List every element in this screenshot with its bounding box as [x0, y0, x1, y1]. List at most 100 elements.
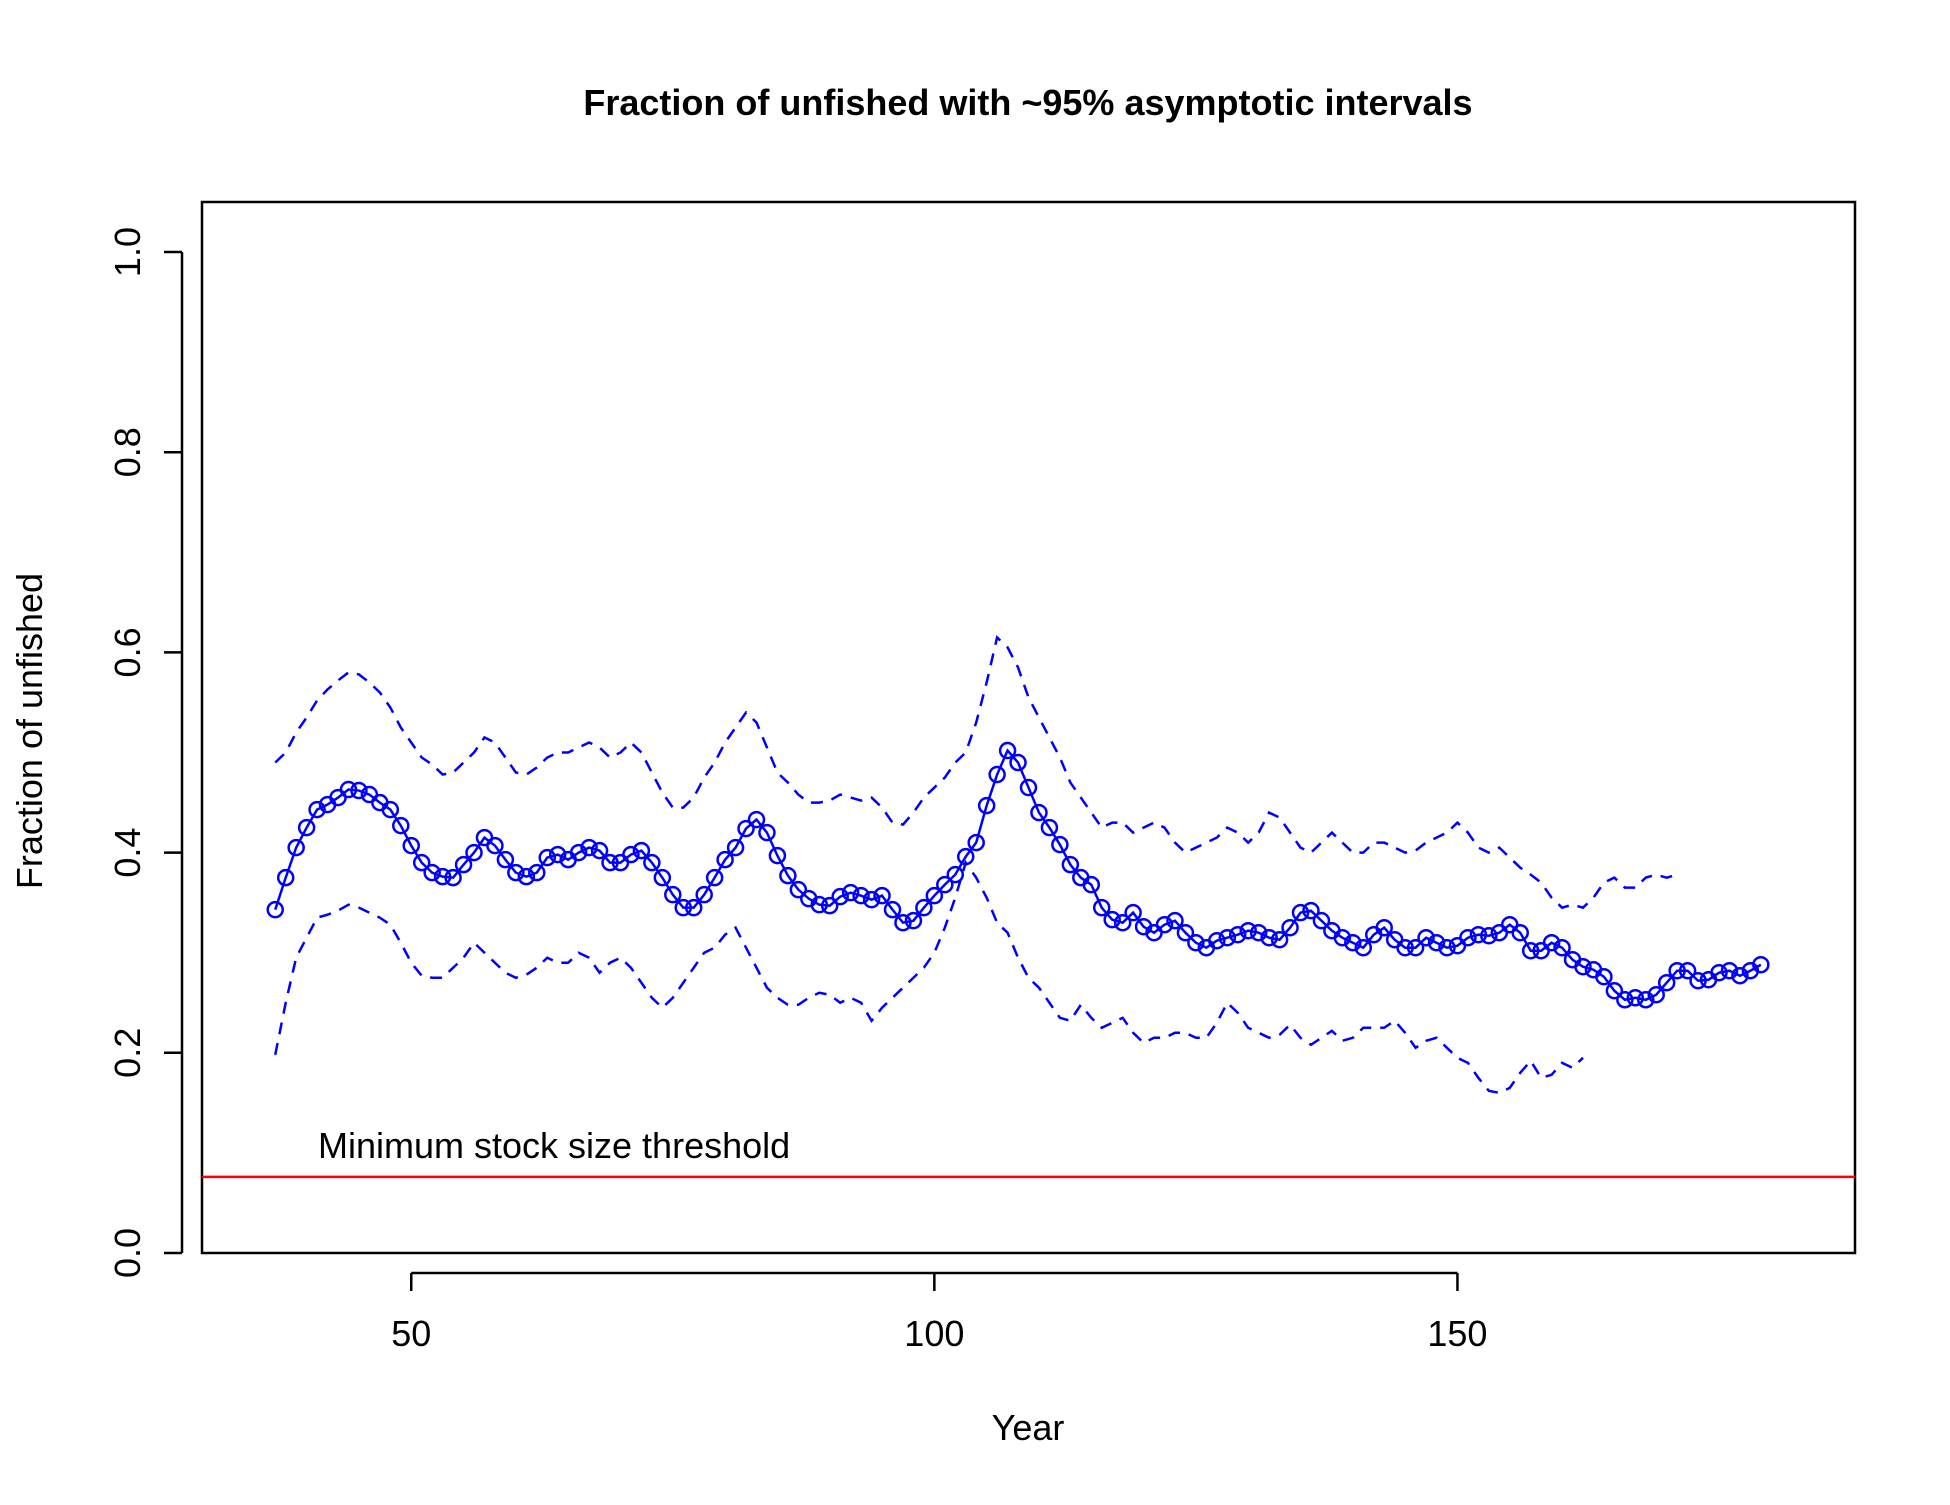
y-axis-label: Fraction of unfished: [9, 573, 50, 889]
data-point: [1731, 966, 1749, 985]
data-point: [1051, 835, 1069, 854]
data-point: [1260, 928, 1278, 947]
data-point: [977, 796, 996, 815]
data-point: [925, 886, 944, 905]
data-point: [569, 843, 588, 862]
y-tick-label: 0.6: [107, 627, 148, 677]
data-point: [1291, 903, 1310, 922]
data-point: [1647, 986, 1665, 1004]
data-point: [433, 867, 452, 886]
x-tick-label: 100: [904, 1313, 964, 1354]
data-point: [789, 880, 808, 899]
data-point: [758, 823, 776, 842]
y-tick-label: 0.2: [107, 1028, 148, 1078]
series-line-estimate: [274, 748, 1762, 1002]
data-point: [1176, 923, 1195, 942]
data-point: [988, 765, 1006, 784]
data-point: [1333, 928, 1352, 947]
data-point: [412, 853, 431, 872]
data-point: [946, 865, 965, 884]
data-point: [1187, 933, 1205, 952]
axes-layer: 50 100 150 0.0 0.2 0.4 0.6 0.8 1.0: [107, 227, 1487, 1354]
data-point: [590, 841, 609, 860]
data-point: [1249, 923, 1268, 942]
data-point: [580, 838, 598, 857]
x-tick-label: 50: [391, 1313, 431, 1354]
data-point: [507, 863, 525, 882]
data-point: [622, 845, 640, 864]
data-point: [486, 836, 504, 855]
data-point: [1344, 933, 1362, 952]
data-point: [1092, 898, 1111, 917]
data-point: [643, 853, 661, 872]
data-point: [1239, 921, 1257, 940]
data-point: [1396, 938, 1414, 957]
data-point: [1637, 991, 1655, 1009]
data-point: [454, 855, 473, 874]
data-point: [1406, 938, 1425, 957]
data-point: [1710, 963, 1728, 982]
data-point: [548, 845, 567, 864]
data-point: [528, 863, 546, 882]
data-point: [423, 863, 441, 882]
data-point: [1459, 928, 1477, 947]
data-point: [747, 810, 766, 829]
data-point: [810, 895, 829, 914]
series-line-lower: [274, 859, 1584, 1095]
data-point: [936, 875, 954, 894]
data-point: [1626, 989, 1645, 1007]
data-point: [1438, 938, 1456, 957]
data-point: [1595, 967, 1613, 986]
data-point: [1113, 913, 1132, 932]
data-point: [1281, 918, 1299, 937]
data-point: [1030, 803, 1048, 822]
data-point: [1009, 753, 1027, 772]
data-point: [1678, 961, 1697, 980]
data-point: [266, 900, 284, 919]
data-point: [1553, 938, 1571, 957]
data-point: [1574, 957, 1592, 976]
points-layer: [266, 741, 1770, 1009]
x-axis-label: Year: [992, 1407, 1065, 1448]
plot-frame: [200, 200, 1857, 1255]
data-point: [517, 867, 536, 886]
series-layer: [274, 634, 1762, 1095]
data-point: [998, 741, 1017, 760]
data-point: [1124, 903, 1142, 922]
data-point: [716, 850, 734, 869]
data-point: [1689, 971, 1707, 990]
data-point: [967, 833, 985, 852]
data-point: [308, 800, 326, 819]
data-point: [1103, 910, 1121, 929]
data-point: [381, 800, 400, 819]
data-point: [768, 846, 787, 865]
data-point: [1270, 930, 1289, 949]
data-point: [1354, 938, 1373, 957]
data-point: [674, 898, 692, 917]
data-point: [820, 896, 839, 915]
data-point: [1375, 918, 1393, 937]
data-point: [392, 816, 410, 835]
data-point: [350, 781, 368, 800]
data-point: [1427, 933, 1446, 952]
data-point: [496, 850, 515, 869]
data-point: [726, 838, 745, 857]
data-point: [883, 900, 902, 919]
data-point: [1082, 875, 1101, 894]
data-point: [915, 898, 933, 917]
data-point: [904, 911, 923, 930]
data-point: [1480, 926, 1498, 945]
data-point: [339, 780, 358, 799]
data-point: [664, 885, 682, 904]
data-point: [1061, 855, 1080, 874]
data-point: [831, 887, 849, 906]
data-point: [1521, 941, 1540, 960]
data-point: [841, 883, 860, 902]
data-point: [737, 819, 755, 838]
y-tick-label: 1.0: [107, 227, 148, 277]
data-point: [695, 885, 713, 904]
data-point: [402, 836, 420, 855]
data-point: [862, 890, 881, 909]
threshold-label: Minimum stock size threshold: [318, 1125, 790, 1166]
